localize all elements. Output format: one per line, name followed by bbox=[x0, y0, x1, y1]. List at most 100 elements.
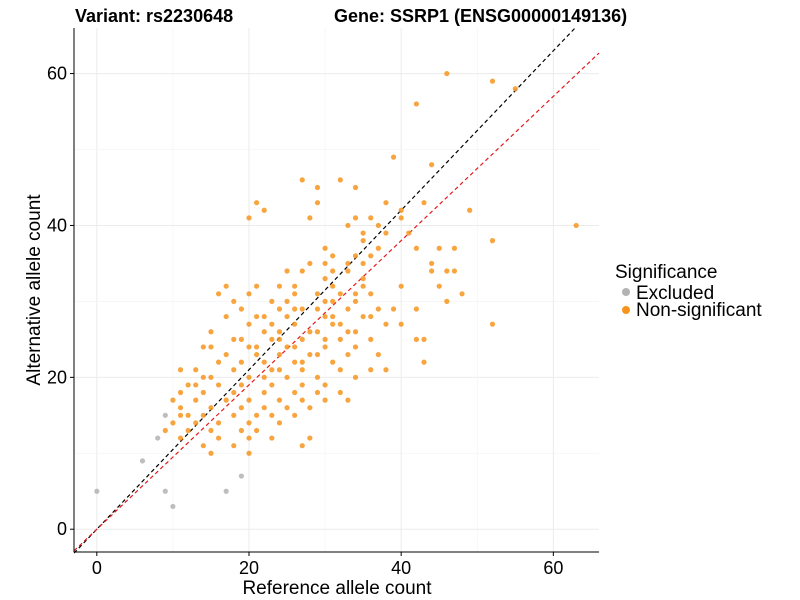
point-non-significant bbox=[299, 306, 305, 312]
point-non-significant bbox=[360, 313, 366, 320]
legend-swatch-non-significant bbox=[622, 306, 630, 314]
point-non-significant bbox=[269, 321, 275, 327]
point-non-significant bbox=[383, 200, 389, 206]
point-non-significant bbox=[299, 359, 305, 365]
point-non-significant bbox=[246, 435, 252, 441]
point-non-significant bbox=[276, 351, 283, 358]
point-non-significant bbox=[314, 351, 321, 358]
point-non-significant bbox=[261, 207, 267, 213]
point-non-significant bbox=[246, 420, 252, 426]
point-non-significant bbox=[200, 412, 206, 418]
point-non-significant bbox=[231, 389, 237, 396]
y-axis-label: Alternative allele count bbox=[24, 194, 45, 386]
point-non-significant bbox=[238, 359, 244, 365]
point-non-significant bbox=[215, 382, 222, 388]
point-non-significant bbox=[200, 344, 206, 350]
point-non-significant bbox=[299, 336, 305, 342]
point-non-significant bbox=[231, 298, 237, 304]
legend-label-non-significant: Non-significant bbox=[636, 300, 762, 321]
point-non-significant bbox=[292, 306, 298, 312]
point-non-significant bbox=[375, 351, 381, 358]
point-non-significant bbox=[261, 313, 267, 320]
point-non-significant bbox=[390, 154, 397, 160]
x-tick-labels: 0 20 40 60 bbox=[92, 552, 563, 578]
point-non-significant bbox=[231, 367, 237, 373]
point-non-significant bbox=[276, 329, 283, 335]
point-non-significant bbox=[208, 450, 214, 456]
point-non-significant bbox=[314, 329, 321, 335]
point-non-significant bbox=[398, 207, 404, 213]
point-non-significant bbox=[170, 397, 176, 403]
point-non-significant bbox=[193, 367, 199, 373]
point-non-significant bbox=[246, 450, 252, 456]
point-non-significant bbox=[284, 374, 290, 380]
point-non-significant bbox=[322, 260, 328, 267]
point-non-significant bbox=[215, 435, 222, 441]
point-non-significant bbox=[276, 306, 283, 312]
title-variant: Variant: rs2230648 bbox=[75, 6, 233, 26]
point-non-significant bbox=[208, 427, 214, 434]
point-non-significant bbox=[322, 344, 328, 350]
point-non-significant bbox=[360, 283, 366, 289]
point-non-significant bbox=[444, 298, 450, 304]
point-non-significant bbox=[436, 245, 442, 251]
point-non-significant bbox=[292, 359, 298, 365]
point-non-significant bbox=[368, 313, 374, 320]
point-non-significant bbox=[322, 382, 328, 388]
point-non-significant bbox=[322, 298, 328, 304]
reference-lines bbox=[73, 27, 600, 554]
point-non-significant bbox=[512, 86, 518, 92]
point-non-significant bbox=[261, 389, 267, 396]
point-non-significant bbox=[345, 397, 351, 403]
point-non-significant bbox=[322, 245, 328, 251]
point-non-significant bbox=[208, 405, 214, 411]
x-tick-label: 40 bbox=[391, 558, 411, 578]
point-non-significant bbox=[489, 238, 496, 244]
point-non-significant bbox=[215, 359, 222, 365]
point-excluded bbox=[162, 488, 168, 494]
point-non-significant bbox=[238, 405, 244, 411]
point-non-significant bbox=[299, 443, 305, 449]
point-non-significant bbox=[269, 435, 275, 441]
point-non-significant bbox=[215, 420, 222, 426]
point-non-significant bbox=[200, 389, 206, 396]
point-non-significant bbox=[238, 336, 244, 342]
point-non-significant bbox=[200, 374, 206, 380]
point-non-significant bbox=[421, 336, 427, 342]
point-non-significant bbox=[276, 336, 283, 342]
point-non-significant bbox=[467, 207, 473, 213]
y-tick-label: 60 bbox=[47, 64, 67, 84]
point-non-significant bbox=[215, 291, 222, 297]
point-non-significant bbox=[330, 321, 336, 327]
point-non-significant bbox=[276, 397, 283, 403]
point-non-significant bbox=[254, 313, 260, 320]
point-non-significant bbox=[352, 184, 359, 191]
point-non-significant bbox=[360, 260, 366, 267]
point-non-significant bbox=[246, 321, 252, 327]
point-non-significant bbox=[421, 359, 427, 365]
point-non-significant bbox=[489, 321, 496, 327]
point-non-significant bbox=[322, 276, 328, 282]
point-non-significant bbox=[177, 412, 184, 418]
point-non-significant bbox=[451, 245, 458, 251]
legend-title: Significance bbox=[615, 262, 717, 283]
point-non-significant bbox=[489, 78, 496, 84]
point-non-significant bbox=[238, 427, 244, 434]
point-non-significant bbox=[368, 336, 374, 342]
point-non-significant bbox=[444, 70, 450, 77]
point-non-significant bbox=[322, 336, 328, 342]
point-non-significant bbox=[254, 283, 260, 289]
point-non-significant bbox=[307, 329, 313, 335]
point-non-significant bbox=[368, 215, 374, 221]
point-non-significant bbox=[330, 283, 336, 289]
point-non-significant bbox=[223, 313, 229, 320]
y-tick-labels: 0 20 40 60 bbox=[47, 64, 74, 539]
point-non-significant bbox=[337, 321, 343, 327]
point-excluded bbox=[139, 458, 146, 464]
data-points bbox=[94, 70, 579, 510]
point-non-significant bbox=[238, 382, 244, 388]
y-tick-label: 40 bbox=[47, 215, 67, 235]
point-non-significant bbox=[185, 382, 191, 388]
point-non-significant bbox=[185, 427, 191, 434]
